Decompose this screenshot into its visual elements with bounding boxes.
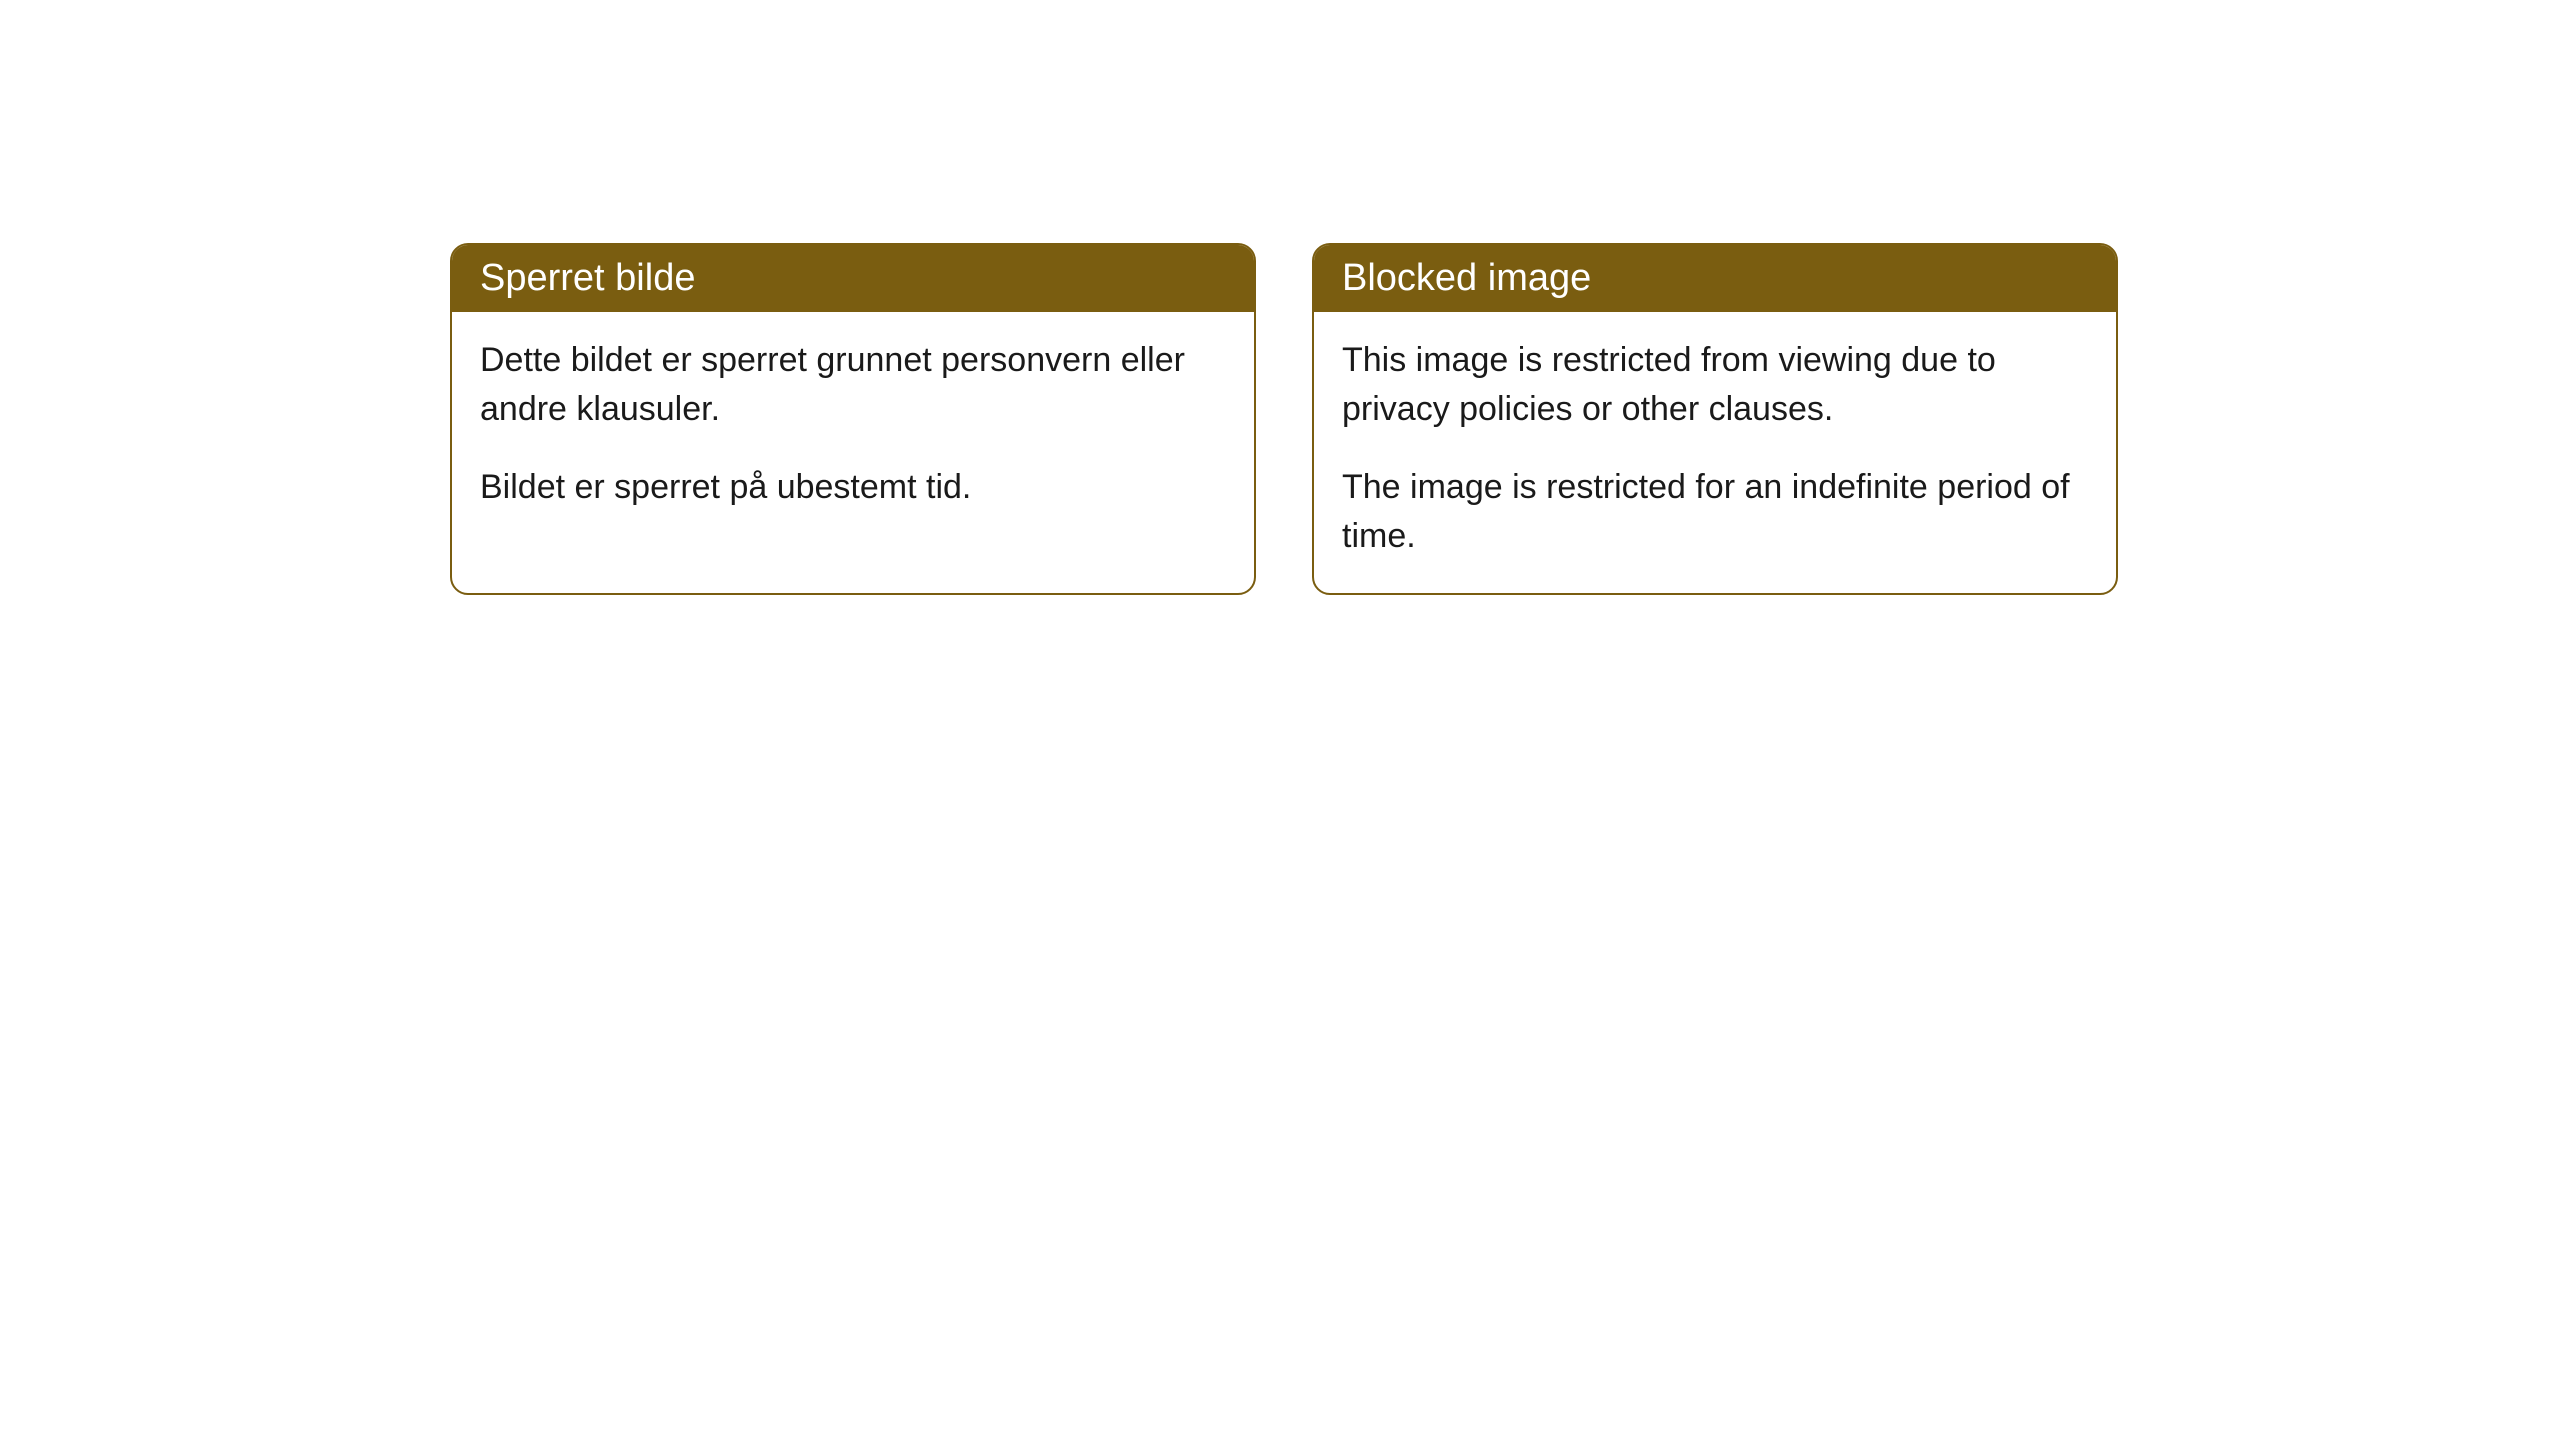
card-text-norwegian-2: Bildet er sperret på ubestemt tid.: [480, 463, 1226, 512]
card-body-english: This image is restricted from viewing du…: [1314, 312, 2116, 593]
card-body-norwegian: Dette bildet er sperret grunnet personve…: [452, 312, 1254, 544]
card-norwegian: Sperret bilde Dette bildet er sperret gr…: [450, 243, 1256, 595]
card-header-english: Blocked image: [1314, 245, 2116, 312]
card-text-english-2: The image is restricted for an indefinit…: [1342, 463, 2088, 562]
cards-container: Sperret bilde Dette bildet er sperret gr…: [450, 243, 2118, 595]
card-text-norwegian-1: Dette bildet er sperret grunnet personve…: [480, 336, 1226, 435]
card-header-norwegian: Sperret bilde: [452, 245, 1254, 312]
card-english: Blocked image This image is restricted f…: [1312, 243, 2118, 595]
card-text-english-1: This image is restricted from viewing du…: [1342, 336, 2088, 435]
